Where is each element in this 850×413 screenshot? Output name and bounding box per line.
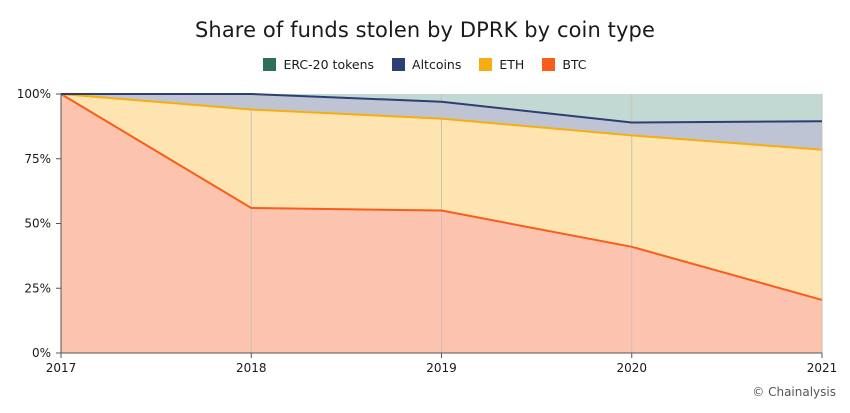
legend-swatch-altcoins [392,58,406,71]
x-tick-label: 2018 [236,361,267,375]
legend-swatch-btc [542,58,556,71]
legend-item-altcoins: Altcoins [392,57,461,72]
line-btc [60,93,823,301]
legend-label-erc20: ERC-20 tokens [283,57,375,72]
legend-label-btc: BTC [562,57,587,72]
x-tick-label: 2020 [616,361,647,375]
credit-text: © Chainalysis [752,385,836,399]
legend-label-altcoins: Altcoins [412,57,462,72]
line-eth [60,93,823,151]
x-tick-label: 2019 [426,361,457,375]
legend-item-erc20: ERC-20 tokens [263,57,374,72]
y-tick-label: 100% [17,87,51,101]
legend-item-btc: BTC [542,57,587,72]
legend: ERC-20 tokens Altcoins ETH BTC [0,57,850,72]
x-tick-label: 2017 [46,361,77,375]
y-tick-label: 75% [24,152,51,166]
line-altcoins [61,93,823,124]
legend-item-eth: ETH [479,57,524,72]
y-tick-label: 50% [24,217,51,231]
y-tick-label: 0% [32,346,51,360]
legend-swatch-eth [479,58,493,71]
legend-swatch-erc20 [263,58,277,71]
x-tick-label: 2021 [807,361,838,375]
y-tick-label: 25% [24,281,51,295]
chart-title: Share of funds stolen by DPRK by coin ty… [195,18,655,42]
legend-label-eth: ETH [499,57,525,72]
